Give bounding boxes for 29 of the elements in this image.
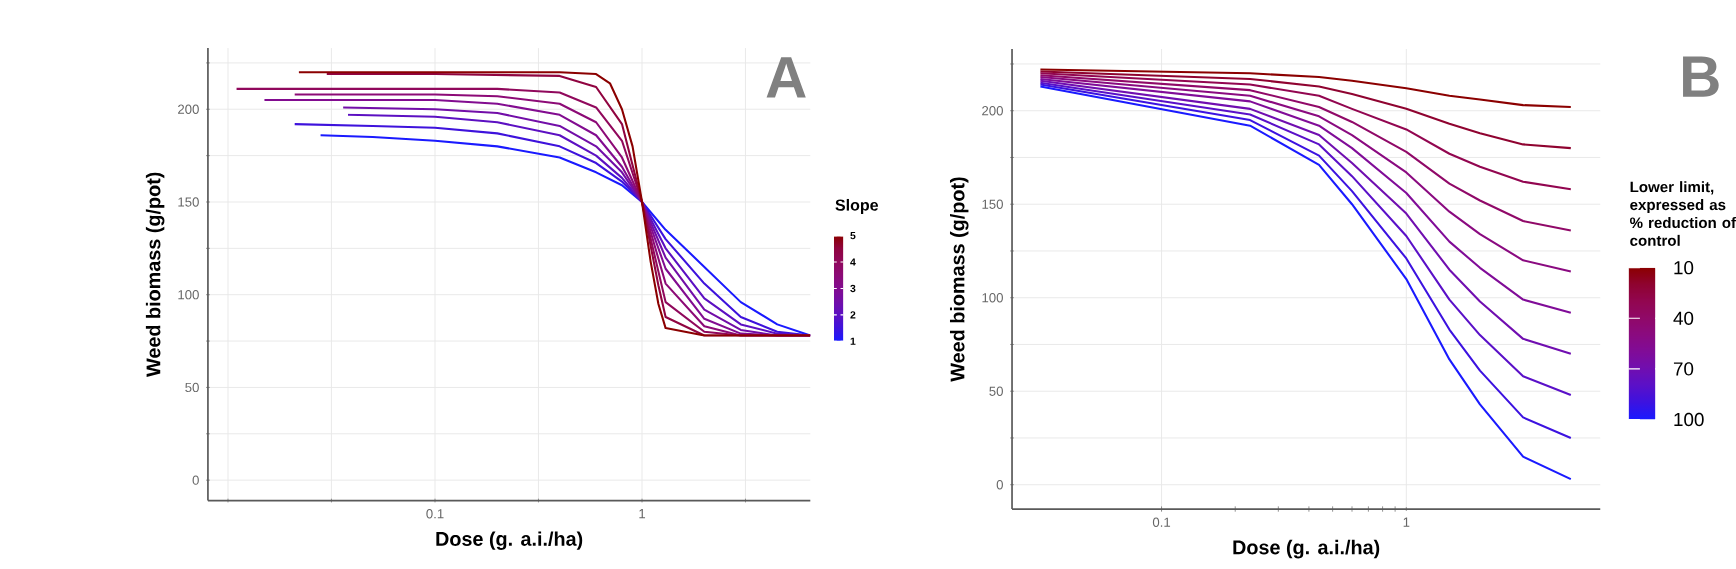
color-bar-label: 40 xyxy=(1673,311,1694,325)
x-tick-label: 0.1 xyxy=(426,508,444,519)
color-bar-label: 70 xyxy=(1673,362,1694,376)
x-axis-title: Dose (g. a.i./ha) xyxy=(1233,539,1380,559)
color-bar-title: Lower limit, expressed as % reduction of control xyxy=(1629,180,1736,246)
x-axis-title: Dose (g. a.i./ha) xyxy=(436,531,583,550)
color-bar-title: Slope xyxy=(835,198,879,214)
y-tick-label: 150 xyxy=(178,197,199,207)
x-tick-label: 0.1 xyxy=(1152,517,1171,527)
y-tick-label: 100 xyxy=(178,289,199,300)
color-bar-label: 4 xyxy=(850,258,856,266)
y-tick-label: 50 xyxy=(989,386,1003,396)
y-tick-label: 50 xyxy=(185,382,199,392)
y-tick-label: 0 xyxy=(996,479,1003,490)
annotation: A xyxy=(766,57,806,98)
color-bar-label: 2 xyxy=(850,311,856,319)
color-bar-label: 10 xyxy=(1674,260,1694,275)
color-bar-label: 1 xyxy=(850,337,856,345)
y-axis-title: Weed biomass (g/pot) xyxy=(145,172,165,377)
y-axis-title: Weed biomass (g/pot) xyxy=(949,177,969,382)
color-bar-label: 3 xyxy=(850,284,856,292)
y-tick-label: 150 xyxy=(982,199,1003,209)
y-tick-label: 0 xyxy=(192,475,199,485)
color-bar-label: 100 xyxy=(1674,412,1704,426)
y-tick-label: 200 xyxy=(178,104,199,114)
y-tick-label: 200 xyxy=(982,105,1003,116)
color-bar-label: 5 xyxy=(850,231,856,240)
text: B xyxy=(1683,56,1719,97)
y-tick-label: 100 xyxy=(982,292,1003,303)
